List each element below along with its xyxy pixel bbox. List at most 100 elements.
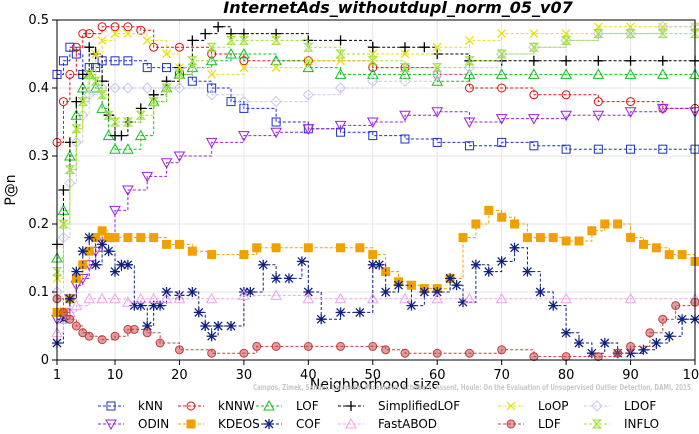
data-point [161,287,172,297]
x-tick-label: 20 [171,368,188,383]
data-point [497,345,507,355]
data-point [334,68,347,79]
data-point [110,29,120,39]
data-point [593,352,603,362]
data-point [463,117,476,129]
data-point [90,76,101,86]
data-point [135,103,146,114]
data-point [271,28,282,39]
data-point [160,158,173,169]
data-point [496,256,507,267]
legend-label: FastABOD [378,417,437,431]
data-point [506,419,516,429]
data-point [671,301,681,311]
legend-label: LDF [538,417,561,431]
data-point [560,292,572,304]
data-point [522,266,533,277]
data-point [284,273,294,284]
data-point [431,292,444,304]
x-tick-label: 90 [622,368,639,383]
legend-item-odin: ODIN [98,417,169,431]
data-point [658,314,668,324]
data-point [464,35,474,45]
legend-label: COF [296,417,321,431]
data-point [71,124,82,134]
data-point [270,289,282,300]
series-kdeos [52,205,699,317]
data-point [155,338,165,348]
legend-item-ldof: LDOF [584,399,656,413]
legend-item-ldf: LDF [498,417,561,431]
data-point [135,300,146,311]
data-point [77,69,88,80]
data-point [148,89,159,100]
data-point [271,117,281,127]
data-point [76,81,89,93]
data-point [142,63,152,73]
data-point [161,83,172,93]
data-point [445,273,456,284]
data-point [677,314,688,325]
data-point [432,287,443,297]
data-point [374,259,385,270]
legend-item-fastabod: FastABOD [338,417,437,431]
data-point [626,97,636,107]
data-point [206,42,217,52]
data-point [122,296,134,307]
data-point [238,287,249,297]
data-point [205,292,218,304]
data-point [239,56,249,66]
data-point [205,89,218,101]
data-point [354,307,365,318]
data-point [271,243,281,253]
data-point [148,300,159,311]
x-tick-label: 30 [236,368,253,383]
data-point [591,419,603,429]
legend-label: KDEOS [218,417,260,431]
legend-label: INFLO [624,417,659,431]
data-point [252,243,262,253]
data-point [226,97,236,107]
data-point [464,83,474,93]
data-point [336,341,346,351]
data-point [677,250,687,260]
data-point [141,82,153,94]
data-point [186,419,196,429]
data-point [316,314,327,325]
data-point [161,76,172,87]
data-point [393,280,404,291]
data-point [84,29,94,39]
data-point [664,250,674,260]
data-point [400,348,410,358]
legend: kNN kNNW LOF SimplifiedLOF LoOP LDOF ODIN KDEOS… [98,399,659,431]
data-point [147,292,160,304]
series-inflo [51,29,699,277]
data-point [239,250,249,260]
data-point [560,110,572,122]
data-point [529,29,539,39]
x-tick-label: 80 [558,368,575,383]
data-point [495,292,508,304]
data-point [123,29,133,39]
legend-item-cof: COF [256,417,321,431]
data-point [599,338,610,348]
data-point [134,292,147,304]
data-point [162,63,172,73]
legend-label: kNN [138,399,163,413]
data-point [187,246,197,256]
legend-label: ODIN [138,417,169,431]
legend-item-lof: LOF [256,399,319,413]
data-point [123,233,133,243]
data-point [136,233,146,243]
data-point [106,401,116,411]
data-point [225,35,237,45]
data-point [103,246,114,257]
data-point [134,129,147,141]
data-point [174,69,185,79]
data-point [64,293,75,304]
data-point [123,56,133,66]
y-axis-label: P@n [3,174,19,205]
data-point [368,341,378,351]
data-point [657,21,669,33]
data-point [160,292,173,304]
